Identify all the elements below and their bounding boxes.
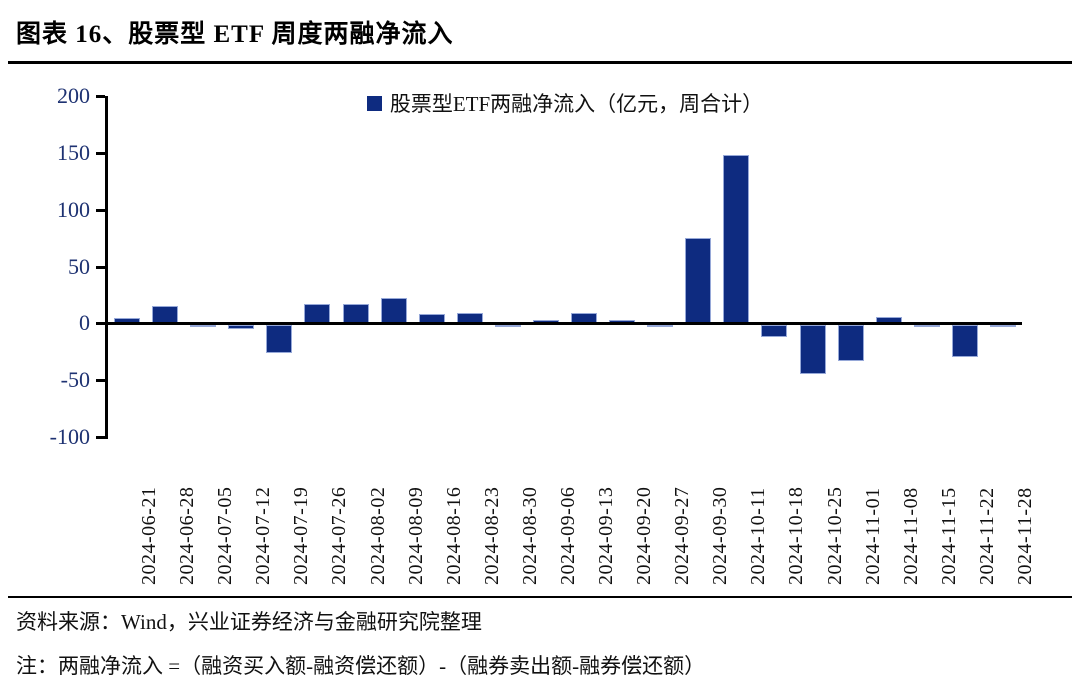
y-tick-mark (96, 379, 105, 383)
legend-label: 股票型ETF两融净流入（亿元，周合计） (389, 92, 764, 116)
y-tick-label: 100 (57, 196, 90, 222)
bar (494, 324, 521, 328)
x-tick-label: 2024-07-26 (328, 486, 351, 585)
x-tick-label: 2024-11-15 (937, 487, 960, 585)
x-tick-label: 2024-09-06 (556, 486, 579, 585)
bar (647, 324, 674, 327)
y-tick-label: 50 (68, 253, 90, 279)
x-tick-label: 2024-08-23 (480, 486, 503, 585)
bar (989, 324, 1016, 327)
legend-square-icon (366, 95, 382, 111)
x-tick-label: 2024-08-30 (518, 486, 541, 585)
x-tick-label: 2024-09-27 (671, 486, 694, 585)
x-tick-label: 2024-10-11 (747, 487, 770, 585)
bar (304, 304, 331, 324)
x-tick-label: 2024-11-28 (1013, 487, 1036, 585)
y-tick-mark (96, 208, 105, 212)
y-axis-line (105, 96, 108, 439)
y-tick-mark (96, 436, 105, 439)
source-note: 资料来源：Wind，兴业证券经济与金融研究院整理 (16, 610, 482, 634)
x-tick-label: 2024-11-01 (861, 487, 884, 585)
x-tick-label: 2024-09-30 (709, 486, 732, 585)
bar (723, 155, 750, 324)
bar (913, 324, 940, 327)
chart-legend: 股票型ETF两融净流入（亿元，周合计） (108, 88, 1022, 118)
bar (152, 306, 179, 324)
x-axis-line (105, 321, 1022, 325)
x-tick-label: 2024-09-13 (595, 486, 618, 585)
bar (951, 324, 978, 357)
y-tick-mark (96, 95, 105, 98)
bar (837, 324, 864, 362)
x-tick-label: 2024-10-25 (823, 486, 846, 585)
method-note: 注：两融净流入 =（融资买入额-融资偿还额）-（融券卖出额-融券偿还额） (16, 654, 706, 678)
x-tick-label: 2024-06-21 (138, 486, 161, 585)
x-tick-label: 2024-07-05 (214, 486, 237, 585)
y-tick-mark (96, 265, 105, 269)
x-tick-label: 2024-08-16 (442, 486, 465, 585)
bar (266, 324, 293, 354)
x-tick-label: 2024-08-09 (404, 486, 427, 585)
y-tick-mark (96, 322, 105, 326)
bar (228, 324, 255, 330)
bar (799, 324, 826, 374)
bar (380, 298, 407, 324)
y-tick-label: -100 (49, 424, 90, 449)
title-divider (8, 61, 1072, 64)
bar (685, 238, 712, 324)
x-tick-label: 2024-06-28 (176, 486, 199, 585)
figure-title: 图表 16、股票型 ETF 周度两融净流入 (16, 21, 454, 48)
y-tick-label: 150 (57, 139, 90, 165)
y-tick-label: -50 (60, 367, 90, 393)
y-tick-label: 200 (57, 83, 90, 108)
bar (190, 324, 217, 328)
bar (761, 324, 788, 338)
x-tick-label: 2024-10-18 (785, 486, 808, 585)
x-tick-label: 2024-11-08 (899, 487, 922, 585)
x-tick-label: 2024-11-22 (975, 487, 998, 585)
y-tick-mark (96, 151, 105, 155)
footer-divider (8, 596, 1072, 598)
x-tick-label: 2024-09-20 (633, 486, 656, 585)
bar (342, 304, 369, 324)
y-tick-label: 0 (79, 310, 90, 336)
x-tick-label: 2024-07-12 (252, 486, 275, 585)
x-tick-label: 2024-08-02 (366, 486, 389, 585)
x-tick-label: 2024-07-19 (290, 486, 313, 585)
